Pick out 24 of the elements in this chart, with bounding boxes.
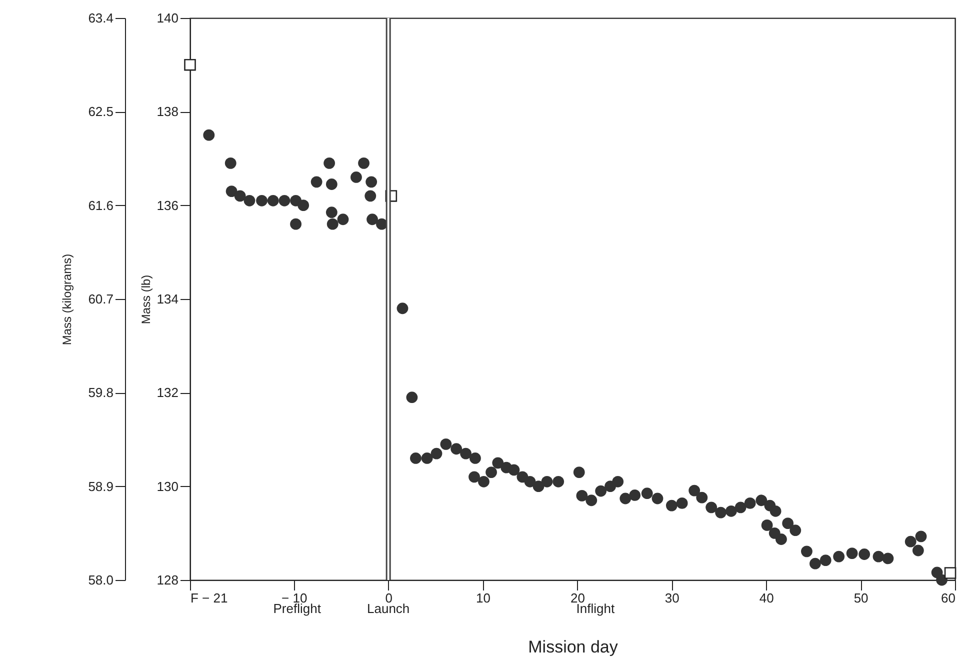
y2-tick-label: 58.0 [88, 572, 114, 588]
y2-tick-label: 62.5 [88, 104, 114, 120]
y-tick-label: 132 [156, 385, 178, 400]
x-tick-label: 40 [759, 590, 774, 606]
y2-tick-label: 63.4 [88, 10, 114, 26]
y2-axis-title: Mass (kilograms) [60, 254, 74, 346]
y-axis-title: Mass (lb) [138, 274, 153, 324]
x-tick-label: F − 21 [190, 590, 228, 606]
y2-tick-label: 60.7 [88, 292, 114, 306]
x-axis-title: Mission day [528, 638, 618, 656]
y2-tick-label: 59.8 [88, 385, 114, 400]
x-tick-label: 60 [941, 590, 956, 606]
text: Preflight [273, 601, 322, 616]
y2-tick-label: 58.9 [88, 478, 114, 494]
y-tick-label: 130 [156, 478, 178, 494]
y-tick-label: 128 [156, 572, 178, 588]
x-tick-label: 30 [664, 590, 680, 606]
x-tick-label: 50 [854, 590, 868, 606]
y-tick-label: 140 [156, 10, 178, 26]
y2-tick-label: 61.6 [88, 198, 114, 213]
y-tick-label: 138 [156, 104, 178, 120]
y-tick-label: 136 [156, 198, 178, 213]
x-tick-label: 10 [476, 590, 491, 606]
y-tick-label: 134 [156, 292, 178, 306]
